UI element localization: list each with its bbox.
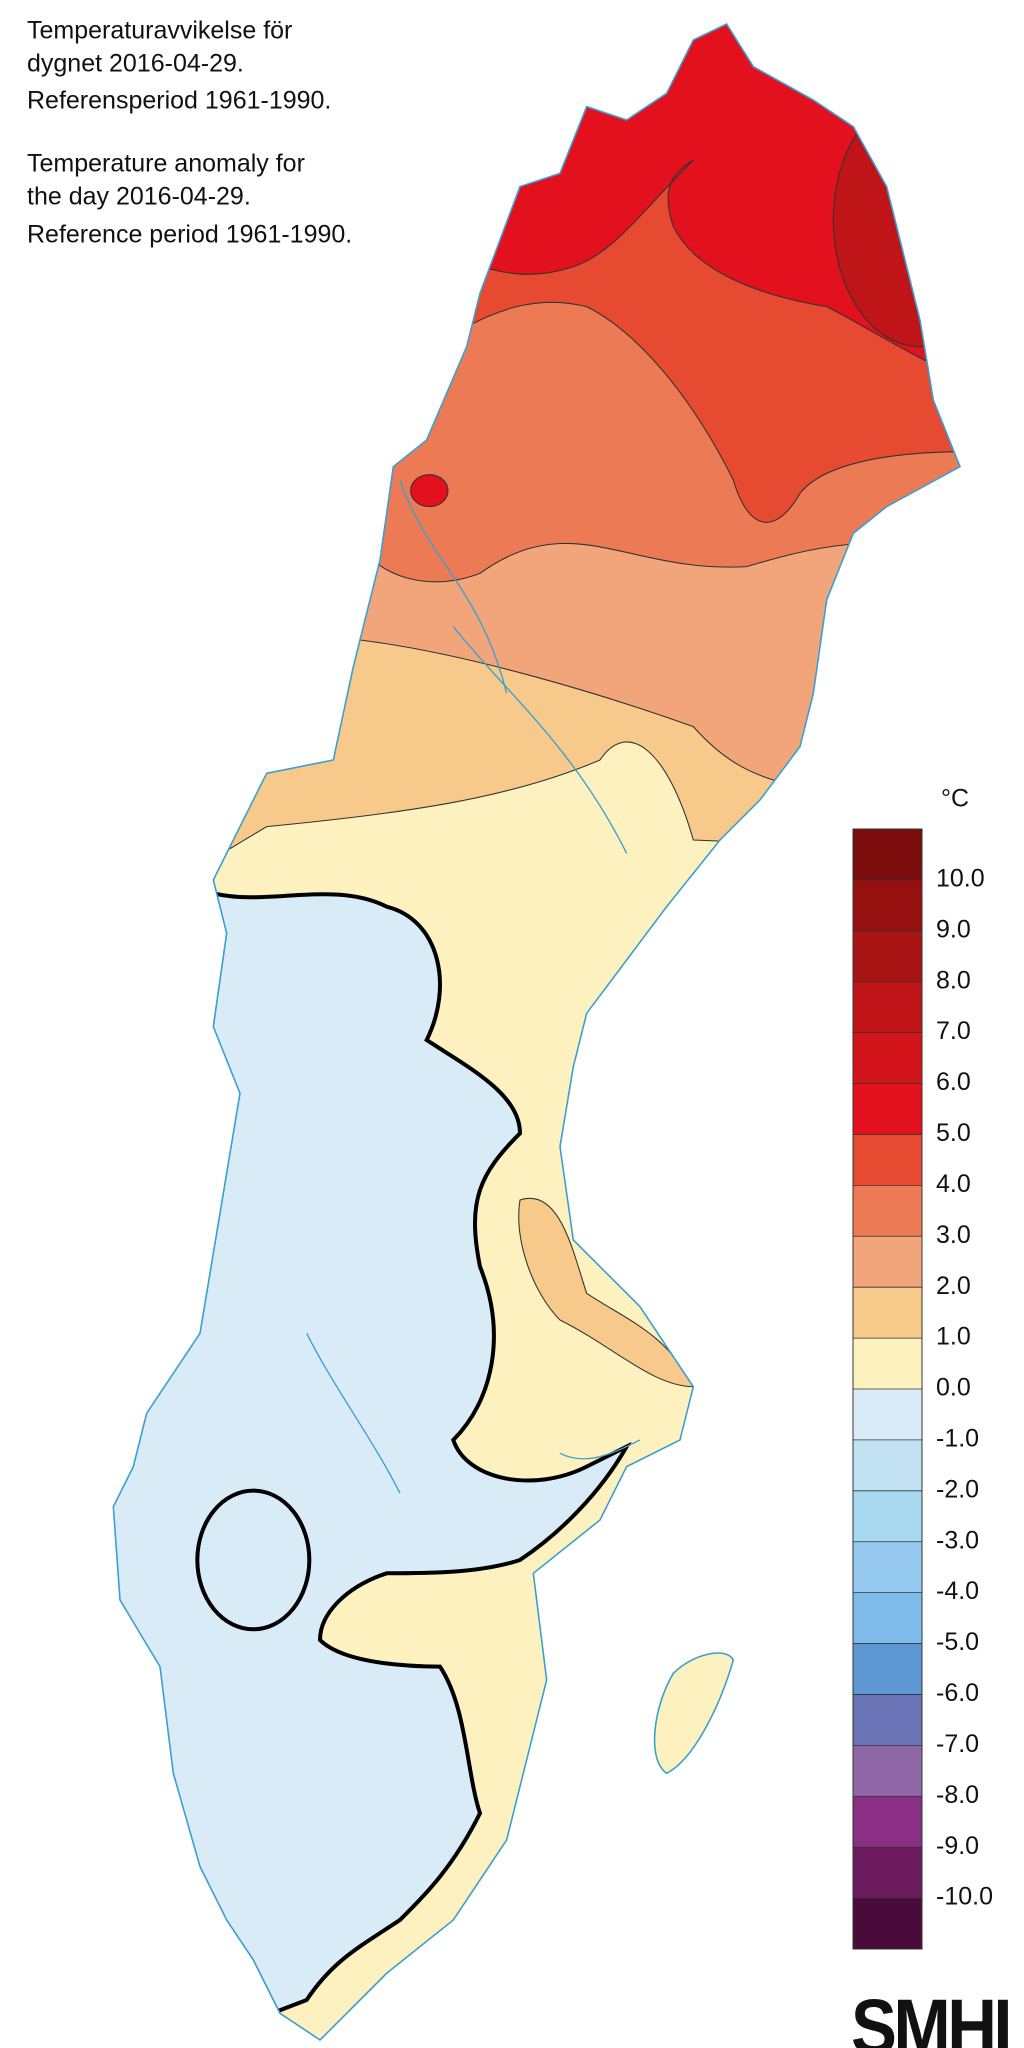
legend-band	[853, 1898, 922, 1950]
legend-tick-label: 7.0	[936, 1017, 971, 1045]
legend-tick-label: 2.0	[936, 1272, 971, 1300]
legend-tick-label: -4.0	[936, 1577, 979, 1605]
legend-band	[853, 1287, 922, 1339]
legend-band	[853, 1185, 922, 1237]
legend-band	[853, 1745, 922, 1797]
legend-unit: °C	[941, 785, 969, 813]
legend: 10.0 9.0 8.0 7.0 6.0 5.0 4.0 3.0 2.0 1.0 0.0 -1.0 -2…	[852, 828, 993, 1950]
legend-band	[853, 1694, 922, 1746]
zero-contour	[195, 1488, 312, 1632]
legend-band	[853, 1541, 922, 1594]
legend-band	[853, 1796, 922, 1848]
legend-band	[853, 981, 922, 1034]
legend-tick-label: -10.0	[936, 1883, 993, 1911]
title-line: Referensperiod 1961-1990.	[27, 87, 331, 115]
title-line: Temperature anomaly for	[27, 150, 305, 178]
legend-tick-label: -3.0	[936, 1526, 979, 1554]
legend-tick-label: 5.0	[936, 1119, 971, 1147]
legend-tick-label: 4.0	[936, 1170, 971, 1198]
legend-tick-label: 6.0	[936, 1068, 971, 1096]
legend-band	[853, 1134, 922, 1186]
legend-band	[853, 1643, 922, 1695]
legend-band	[853, 829, 922, 881]
legend-tick-label: -1.0	[936, 1425, 979, 1453]
legend-tick-label: 9.0	[936, 915, 971, 943]
legend-tick-label: -5.0	[936, 1628, 979, 1656]
title-line: Temperaturavvikelse för	[27, 17, 292, 45]
legend-band	[853, 930, 922, 983]
legend-tick-label: 8.0	[936, 966, 971, 994]
legend-tick-label: 10.0	[936, 865, 985, 893]
legend-band	[853, 1338, 922, 1390]
river	[306, 479, 641, 1494]
legend-tick-label: 3.0	[936, 1221, 971, 1249]
legend-tick-label: -2.0	[936, 1475, 979, 1503]
zone-6-7	[832, 92, 960, 348]
legend-band	[853, 1490, 922, 1543]
legend-tick-label: -7.0	[936, 1730, 979, 1758]
legend-band	[853, 1847, 922, 1899]
title-line: Reference period 1961-1990.	[27, 221, 352, 249]
legend-band	[853, 1592, 922, 1645]
legend-frame	[852, 828, 923, 1950]
legend-tick-label: 0.0	[936, 1374, 971, 1402]
title-block: Temperaturavvikelse för dygnet 2016-04-2…	[27, 17, 352, 249]
legend-band	[853, 1236, 922, 1288]
logo: SMHI	[851, 1983, 1009, 2048]
legend-tick-label: -6.0	[936, 1679, 979, 1707]
legend-tick-label: -9.0	[936, 1832, 979, 1860]
title-line: dygnet 2016-04-29.	[27, 50, 244, 78]
legend-band	[853, 879, 922, 932]
legend-band	[853, 1032, 922, 1085]
legend-band	[853, 1439, 922, 1492]
coastline	[112, 22, 961, 2041]
legend-band	[853, 1389, 922, 1441]
title-line: the day 2016-04-29.	[27, 183, 251, 211]
legend-band	[853, 1083, 922, 1135]
legend-tick-label: -8.0	[936, 1781, 979, 1809]
zone-5-6	[410, 474, 449, 508]
legend-tick-label: 1.0	[936, 1323, 971, 1351]
